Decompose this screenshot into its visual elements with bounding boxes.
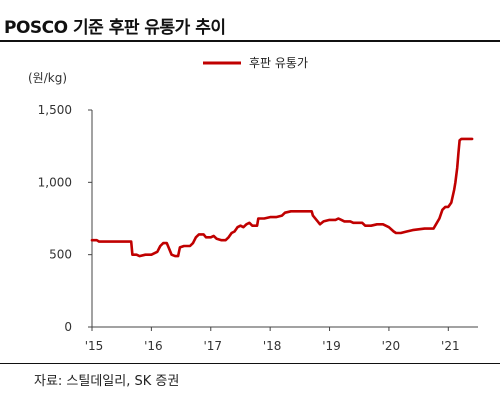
axis-ticks: 0 500 1,000 1,500 '15 '16 '17 '18 '19 '20 '21: [38, 103, 460, 353]
x-tick-label: '21: [441, 339, 460, 353]
source-rule: [0, 363, 500, 364]
x-tick-label: '15: [85, 339, 104, 353]
chart-title: POSCO 기준 후판 유통가 추이: [4, 18, 226, 38]
x-tick-label: '18: [263, 339, 282, 353]
series-lines: [90, 137, 474, 258]
y-tick-label: 1,000: [38, 175, 72, 189]
y-tick-label: 1,500: [38, 103, 72, 117]
source-note: 자료: 스틸데일리, SK 증권: [34, 374, 180, 389]
x-tick-label: '16: [144, 339, 163, 353]
y-tick-label: 500: [49, 248, 72, 262]
title-rule: [0, 40, 500, 42]
y-unit-label: (원/kg): [28, 71, 67, 85]
x-tick-label: '19: [322, 339, 341, 353]
x-tick-label: '17: [203, 339, 222, 353]
legend-label: 후판 유통가: [249, 56, 308, 70]
x-tick-label: '20: [382, 339, 401, 353]
series-line: [90, 137, 474, 258]
y-tick-label: 0: [64, 320, 72, 334]
chart-legend: 후판 유통가: [203, 56, 308, 70]
chart-axes: (원/kg): [28, 71, 478, 328]
